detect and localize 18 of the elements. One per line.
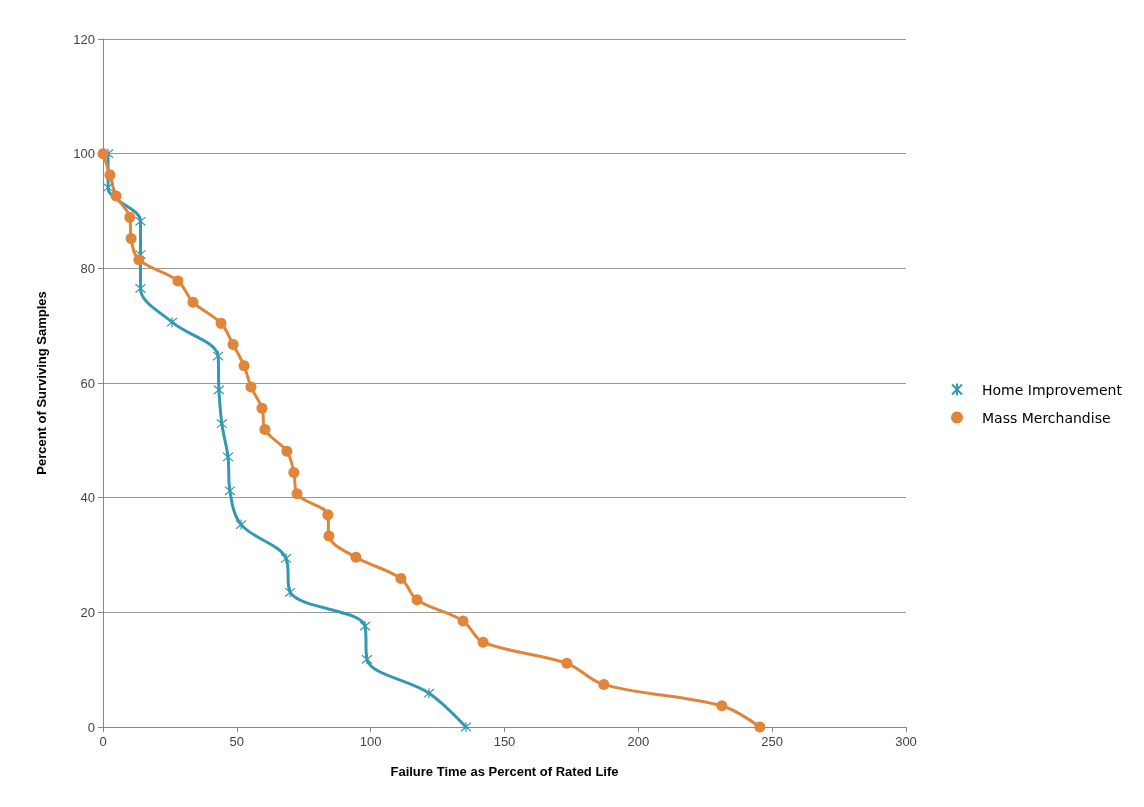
y-tick-label: 20 (80, 604, 95, 620)
x-tick-label: 100 (359, 734, 382, 749)
y-tick-label: 60 (80, 375, 95, 391)
legend-label: Mass Merchandise (982, 409, 1111, 426)
x-tick-label: 50 (229, 734, 245, 749)
x-tick-label: 200 (627, 734, 650, 749)
x-tick-label: 150 (493, 734, 516, 749)
x-tick-label: 300 (895, 734, 917, 749)
y-axis-title: Percent of Surviving Samples (34, 291, 49, 475)
y-tick-label: 100 (73, 146, 95, 162)
y-tick-label: 0 (87, 719, 95, 735)
legend-label: Home Improvement (982, 381, 1123, 398)
y-tick-label: 40 (80, 490, 95, 506)
x-tick-label: 0 (99, 734, 107, 749)
x-axis-title: Failure Time as Percent of Rated Life (390, 764, 619, 779)
y-tick-label: 80 (80, 260, 95, 276)
y-tick-label: 120 (73, 31, 95, 47)
x-tick-label: 250 (761, 734, 784, 749)
